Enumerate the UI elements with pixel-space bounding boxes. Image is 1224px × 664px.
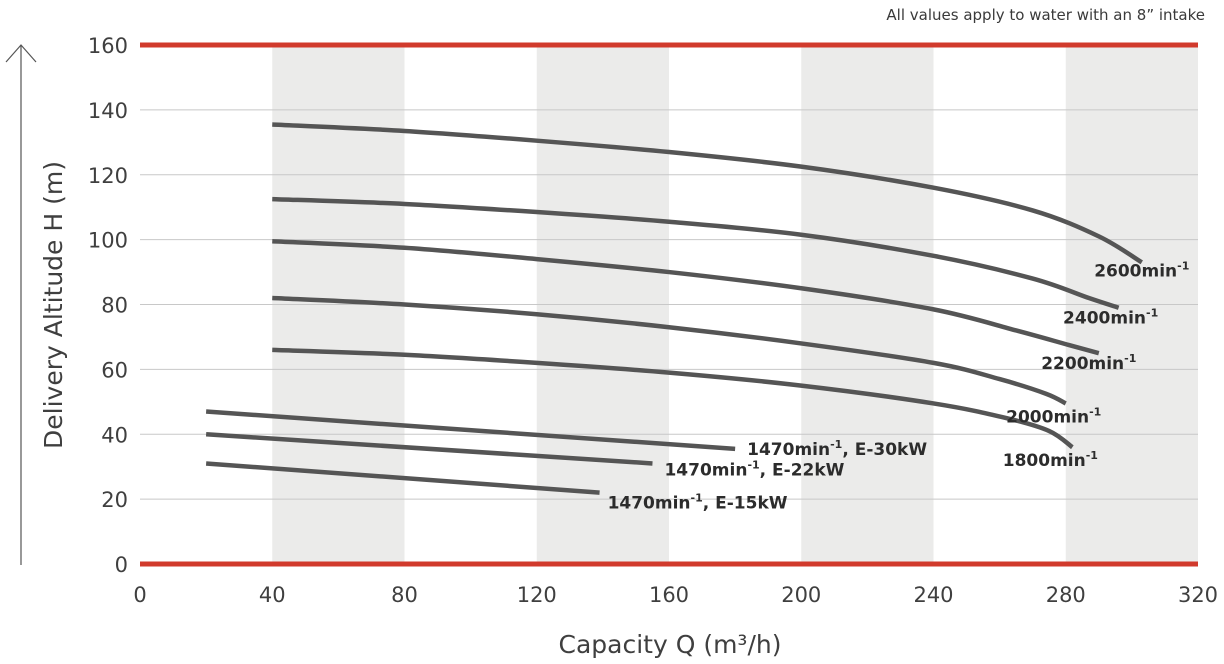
y-tick-label: 60: [101, 358, 128, 382]
series-line-2: [272, 238, 1100, 356]
series-label-0: 2600min-1: [1094, 259, 1189, 281]
x-tick-label: 80: [391, 583, 418, 607]
x-tick-label: 280: [1046, 583, 1086, 607]
x-tick-label: 240: [913, 583, 953, 607]
series-line-5: [205, 409, 736, 452]
y-axis-arrow-head: [5, 44, 37, 63]
y-axis-title: Delivery Altitude H (m): [39, 161, 68, 449]
series-labels: 2600min-1 2400min-1 2200min-1 2000min-1 1800…: [608, 259, 1190, 513]
series-label-7: 1470min-1, E-15kW: [608, 492, 788, 514]
gridlines: [140, 109, 1198, 500]
series-line-1: [272, 196, 1120, 310]
series-line-3: [272, 295, 1067, 406]
x-tick-labels: 0 40 80 120 160 200 240 280 320: [133, 583, 1218, 607]
y-tick-label: 100: [88, 229, 128, 253]
series-label-5: 1470min-1, E-30kW: [747, 438, 927, 460]
limit-lines: [140, 42, 1198, 567]
chart-note: All values apply to water with an 8” int…: [886, 6, 1205, 24]
series-line-7: [205, 461, 600, 495]
x-tick-label: 200: [781, 583, 821, 607]
y-tick-labels: 0 20 40 60 80 100 120 140 160: [88, 34, 128, 577]
series-line-4: [272, 347, 1074, 450]
series-line-6: [205, 432, 653, 466]
series-label-2: 2200min-1: [1041, 352, 1136, 374]
axes: [5, 44, 37, 565]
y-tick-label: 20: [101, 488, 128, 512]
series-curves: [205, 122, 1143, 495]
x-axis-title: Capacity Q (m³/h): [559, 630, 782, 659]
y-tick-label: 160: [88, 34, 128, 58]
y-tick-label: 0: [115, 553, 128, 577]
series-label-1: 2400min-1: [1063, 307, 1158, 329]
series-line-0: [272, 122, 1143, 265]
y-tick-label: 80: [101, 294, 128, 318]
x-tick-label: 160: [649, 583, 689, 607]
series-label-4: 1800min-1: [1003, 449, 1098, 471]
x-tick-label: 320: [1178, 583, 1218, 607]
x-tick-label: 0: [133, 583, 146, 607]
series-label-3: 2000min-1: [1006, 405, 1101, 427]
y-tick-label: 120: [88, 164, 128, 188]
series-label-6: 1470min-1, E-22kW: [664, 458, 844, 480]
x-tick-label: 120: [517, 583, 557, 607]
x-tick-label: 40: [259, 583, 286, 607]
y-tick-label: 40: [101, 423, 128, 447]
y-tick-label: 140: [88, 99, 128, 123]
